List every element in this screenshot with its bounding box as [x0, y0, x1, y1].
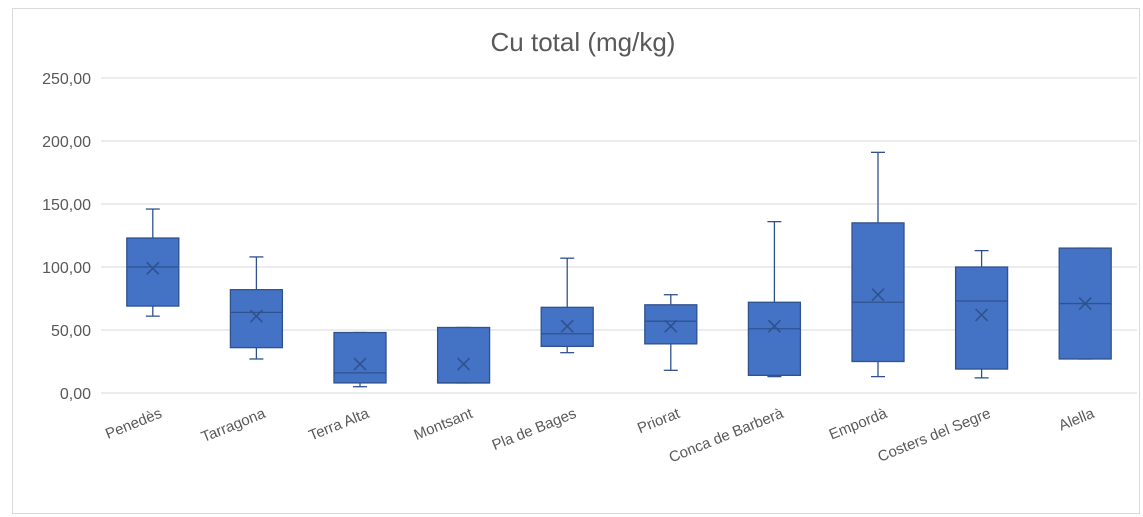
category-label: Empordà: [827, 405, 890, 444]
mean-marker: [560, 319, 574, 333]
category-label: Tarragona: [199, 405, 269, 446]
category-label: Costers del Segre: [875, 405, 993, 466]
mean-marker: [975, 308, 989, 322]
y-tick-label: 0,00: [60, 386, 91, 403]
boxes: [126, 151, 1112, 388]
box-5: [540, 257, 594, 354]
chart-container: Cu total (mg/kg) 0,00 50,00 100,00 150,00 20…: [12, 8, 1140, 514]
mean-marker: [871, 288, 885, 302]
x-axis: Penedès Tarragona Terra Alta Montsant Pla de…: [103, 405, 1097, 467]
y-tick-label: 50,00: [51, 323, 91, 340]
mean-marker: [146, 261, 160, 275]
y-tick-label: 150,00: [42, 197, 91, 214]
box-iqr: [851, 222, 905, 363]
y-axis: 0,00 50,00 100,00 150,00 200,00 250,00: [42, 71, 91, 403]
box-iqr: [954, 266, 1009, 370]
category-label: Montsant: [412, 405, 476, 444]
box-2: [229, 256, 284, 360]
box-iqr: [126, 237, 180, 307]
category-label: Priorat: [635, 405, 683, 438]
box-iqr: [436, 326, 491, 384]
category-label: Alella: [1056, 405, 1097, 435]
category-label: Terra Alta: [306, 405, 372, 445]
box-8: [851, 151, 905, 378]
box-3: [333, 331, 387, 388]
box-7: [747, 220, 802, 378]
box-10: [1058, 247, 1112, 360]
mean-marker: [457, 357, 471, 371]
box-iqr: [747, 301, 802, 377]
box-6: [644, 294, 698, 371]
mean-marker: [664, 319, 678, 333]
box-iqr: [333, 331, 387, 384]
mean-marker: [767, 319, 781, 333]
chart-title: Cu total (mg/kg): [491, 27, 676, 57]
category-label: Conca de Barberà: [667, 405, 787, 467]
box-4: [436, 326, 491, 384]
category-label: Pla de Bages: [490, 405, 579, 454]
box-plot-chart: Cu total (mg/kg) 0,00 50,00 100,00 150,00 20…: [42, 27, 1137, 467]
y-tick-label: 100,00: [42, 260, 91, 277]
y-tick-label: 250,00: [42, 71, 91, 88]
box-1: [126, 208, 180, 317]
mean-marker: [353, 357, 367, 371]
y-tick-label: 200,00: [42, 134, 91, 151]
mean-marker: [1078, 296, 1092, 311]
mean-marker: [249, 309, 263, 323]
box-iqr: [229, 289, 284, 349]
box-9: [954, 249, 1009, 379]
category-label: Penedès: [103, 405, 164, 443]
box-iqr: [644, 304, 698, 345]
